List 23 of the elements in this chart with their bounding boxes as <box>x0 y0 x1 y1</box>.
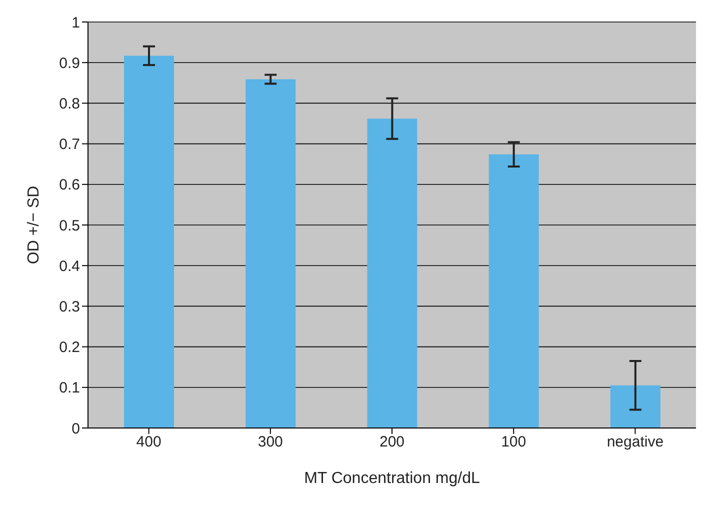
x-tick-label: negative <box>606 434 664 451</box>
y-tick-label: 0.1 <box>59 380 80 397</box>
x-tick-label: 400 <box>136 434 162 451</box>
x-tick-label: 100 <box>501 434 526 451</box>
y-tick-label: 0.3 <box>59 298 80 316</box>
x-axis-title: MT Concentration mg/dL <box>304 470 480 487</box>
bar <box>610 385 660 428</box>
x-tick-label: 200 <box>379 434 405 451</box>
y-tick-label: 0.7 <box>59 136 80 154</box>
y-tick-label: 0 <box>72 420 80 438</box>
y-axis-title: OD +/− SD <box>26 186 43 264</box>
y-tick-label: 0.5 <box>59 217 80 234</box>
bar <box>488 154 539 428</box>
y-tick-label: 0.9 <box>59 54 80 72</box>
bar <box>367 118 418 428</box>
y-tick-label: 1 <box>72 14 80 32</box>
bar <box>124 56 174 428</box>
y-tick-label: 0.6 <box>59 176 80 194</box>
x-tick-label: 300 <box>258 434 283 451</box>
y-tick-label: 0.2 <box>59 339 80 356</box>
bar <box>246 79 296 428</box>
y-tick-label: 0.8 <box>59 96 80 113</box>
y-tick-label: 0.4 <box>59 258 80 275</box>
